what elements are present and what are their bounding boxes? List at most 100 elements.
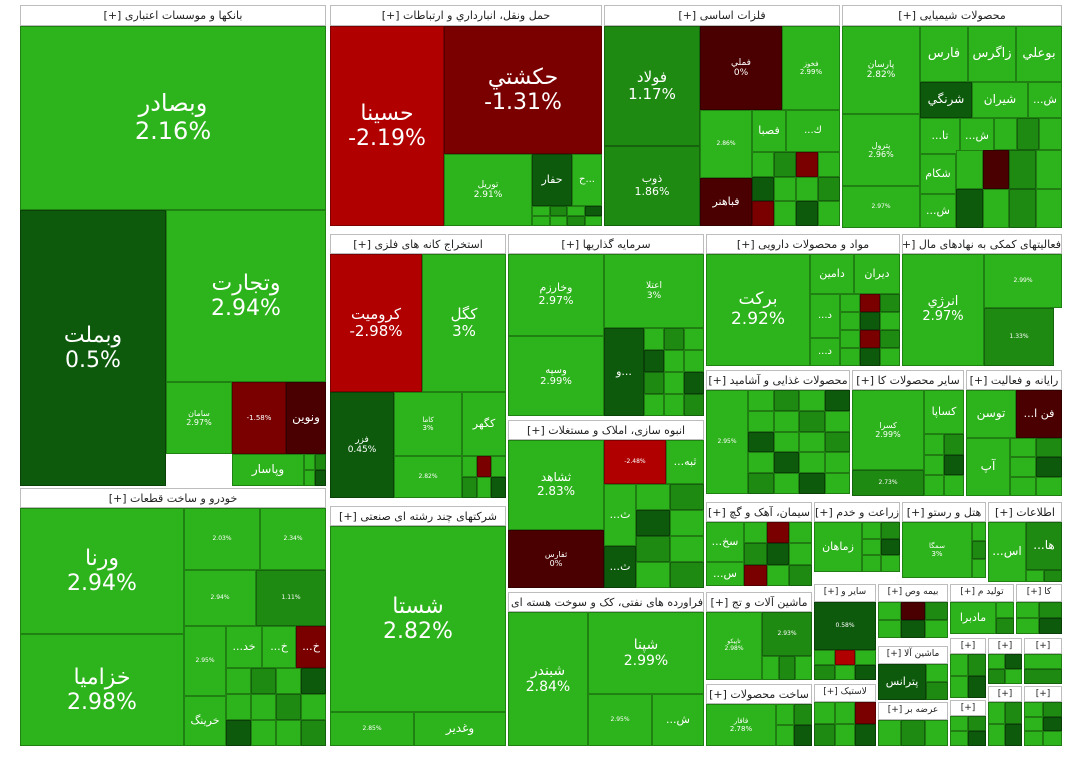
- minor-stock-tile[interactable]: [226, 720, 251, 746]
- minor-stock-tile[interactable]: [1024, 654, 1062, 669]
- minor-stock-tile[interactable]: [924, 620, 948, 638]
- sector-header[interactable]: انبوه سازی، املاک و مستغلات [+]: [508, 420, 704, 440]
- minor-stock-tile[interactable]: [988, 654, 1005, 669]
- minor-stock-tile[interactable]: [1035, 189, 1062, 228]
- minor-stock-tile[interactable]: [944, 434, 964, 455]
- minor-stock-tile[interactable]: [794, 704, 812, 725]
- minor-stock-tile[interactable]: [664, 328, 684, 350]
- minor-stock-tile[interactable]: [636, 562, 670, 588]
- sector-header[interactable]: [+]: [1024, 686, 1062, 702]
- stock-tile[interactable]: ...خد: [226, 626, 262, 668]
- minor-stock-tile[interactable]: [773, 452, 799, 474]
- minor-stock-tile[interactable]: [926, 682, 948, 700]
- minor-stock-tile[interactable]: [567, 206, 585, 216]
- minor-stock-tile[interactable]: [988, 669, 1005, 684]
- sector-header[interactable]: بیمه وص [+]: [878, 584, 948, 602]
- minor-stock-tile[interactable]: [766, 522, 790, 544]
- sector-header[interactable]: رایانه و فعالیت [+]: [966, 370, 1062, 390]
- stock-tile[interactable]: وسپه 2.99%: [508, 336, 604, 416]
- stock-tile[interactable]: سمگا 3%: [902, 522, 972, 578]
- stock-tile[interactable]: انرژي 2.97%: [902, 254, 984, 366]
- sector-header[interactable]: سایر محصولات کا [+]: [852, 370, 964, 390]
- minor-stock-tile[interactable]: [762, 656, 779, 680]
- minor-stock-tile[interactable]: [549, 206, 567, 216]
- sector-header[interactable]: محصولات غذایی و آشامید [+]: [706, 370, 850, 390]
- minor-stock-tile[interactable]: [860, 312, 880, 330]
- stock-tile[interactable]: شستا 2.82%: [330, 526, 506, 712]
- minor-stock-tile[interactable]: [773, 390, 799, 411]
- minor-stock-tile[interactable]: [988, 702, 1005, 724]
- minor-stock-tile[interactable]: [670, 562, 704, 588]
- minor-stock-tile[interactable]: [773, 410, 799, 432]
- minor-stock-tile[interactable]: [1016, 618, 1039, 634]
- stock-tile[interactable]: كگل 3%: [422, 254, 506, 392]
- minor-stock-tile[interactable]: [944, 454, 964, 476]
- stock-tile[interactable]: پترانس: [878, 664, 926, 700]
- sector-header[interactable]: استخراج کانه های فلزی [+]: [330, 234, 506, 254]
- minor-stock-tile[interactable]: [752, 176, 774, 202]
- minor-stock-tile[interactable]: [276, 720, 301, 746]
- minor-stock-tile[interactable]: [950, 731, 968, 746]
- minor-stock-tile[interactable]: [491, 477, 506, 498]
- sector-header[interactable]: ماشین آلا [+]: [878, 646, 948, 664]
- sector-header[interactable]: سیمان، آهک و گچ [+]: [706, 502, 812, 522]
- minor-stock-tile[interactable]: [862, 538, 881, 556]
- stock-tile[interactable]: آپ: [966, 438, 1010, 496]
- minor-stock-tile[interactable]: [878, 602, 902, 620]
- minor-stock-tile[interactable]: [1024, 669, 1062, 684]
- minor-stock-tile[interactable]: [744, 522, 767, 544]
- stock-tile[interactable]: ...ها: [1026, 522, 1062, 570]
- minor-stock-tile[interactable]: [532, 216, 550, 226]
- stock-tile[interactable]: كگهر: [462, 392, 506, 456]
- minor-stock-tile[interactable]: [824, 431, 850, 453]
- minor-stock-tile[interactable]: [636, 536, 670, 562]
- minor-stock-tile[interactable]: [315, 470, 326, 486]
- minor-stock-tile[interactable]: [748, 410, 774, 432]
- minor-stock-tile[interactable]: [684, 350, 704, 372]
- minor-stock-tile[interactable]: [1039, 118, 1062, 150]
- minor-stock-tile[interactable]: [950, 654, 968, 676]
- minor-stock-tile[interactable]: [226, 668, 251, 694]
- minor-stock-tile[interactable]: [799, 431, 825, 453]
- minor-stock-tile[interactable]: [855, 665, 876, 680]
- stock-tile[interactable]: دامين: [810, 254, 854, 294]
- minor-stock-tile[interactable]: [664, 350, 684, 372]
- stock-tile[interactable]: ...ثبه: [666, 440, 704, 484]
- stock-tile[interactable]: توريل 2.91%: [444, 154, 532, 226]
- minor-stock-tile[interactable]: [752, 152, 774, 177]
- minor-stock-tile[interactable]: [1005, 669, 1022, 684]
- minor-stock-tile[interactable]: [901, 620, 925, 638]
- minor-stock-tile[interactable]: [834, 702, 856, 724]
- minor-stock-tile[interactable]: [584, 216, 602, 226]
- minor-stock-tile[interactable]: [276, 694, 301, 720]
- minor-stock-tile[interactable]: [584, 206, 602, 216]
- stock-tile[interactable]: پارسان 2.82%: [842, 26, 920, 114]
- minor-stock-tile[interactable]: [748, 473, 774, 494]
- stock-tile[interactable]: شبندر 2.84%: [508, 612, 588, 746]
- minor-stock-tile[interactable]: [251, 694, 276, 720]
- minor-stock-tile[interactable]: [972, 559, 986, 578]
- stock-tile[interactable]: شرنگي: [920, 82, 972, 118]
- stock-tile[interactable]: شپنا 2.99%: [588, 612, 704, 694]
- sector-header[interactable]: سایر و [+]: [814, 584, 876, 602]
- minor-stock-tile[interactable]: [789, 564, 812, 586]
- minor-stock-tile[interactable]: [773, 473, 799, 494]
- minor-stock-tile[interactable]: [924, 720, 948, 746]
- minor-stock-tile[interactable]: [776, 704, 794, 725]
- stock-tile[interactable]: فخوز 2.99%: [782, 26, 840, 110]
- stock-tile[interactable]: 1.33%: [984, 308, 1054, 366]
- stock-tile[interactable]: 2.93%: [762, 612, 812, 656]
- minor-stock-tile[interactable]: [799, 473, 825, 494]
- minor-stock-tile[interactable]: [840, 348, 860, 366]
- minor-stock-tile[interactable]: [799, 410, 825, 432]
- minor-stock-tile[interactable]: [799, 452, 825, 474]
- minor-stock-tile[interactable]: [748, 390, 774, 411]
- stock-tile[interactable]: زاگرس: [968, 26, 1016, 82]
- stock-tile[interactable]: حفار: [532, 154, 572, 206]
- minor-stock-tile[interactable]: [664, 372, 684, 394]
- sector-header[interactable]: حمل ونقل، انبارداري و ارتباطات [+]: [330, 5, 602, 26]
- minor-stock-tile[interactable]: [1009, 189, 1036, 228]
- minor-stock-tile[interactable]: [1043, 716, 1062, 732]
- minor-stock-tile[interactable]: [956, 150, 983, 189]
- sector-header[interactable]: فلزات اساسی [+]: [604, 5, 840, 26]
